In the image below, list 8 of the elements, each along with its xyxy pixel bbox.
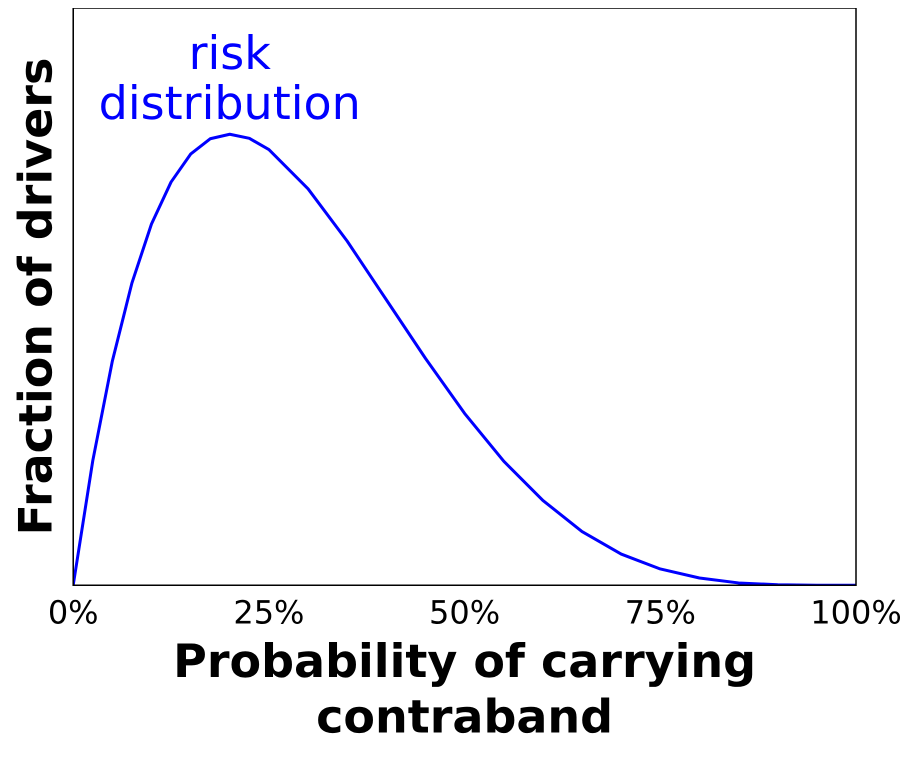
- y-axis-title: Fraction of drivers: [8, 58, 63, 536]
- text: risk distribution: [98, 26, 361, 130]
- x-tick-label: 100%: [810, 594, 902, 632]
- x-tick-label: 0%: [48, 594, 99, 632]
- x-tick-label: 25%: [233, 594, 304, 632]
- x-tick-label: 50%: [429, 594, 500, 632]
- x-axis-title: Probability of carrying contraband: [173, 634, 756, 744]
- x-tick-label: 75%: [624, 594, 696, 632]
